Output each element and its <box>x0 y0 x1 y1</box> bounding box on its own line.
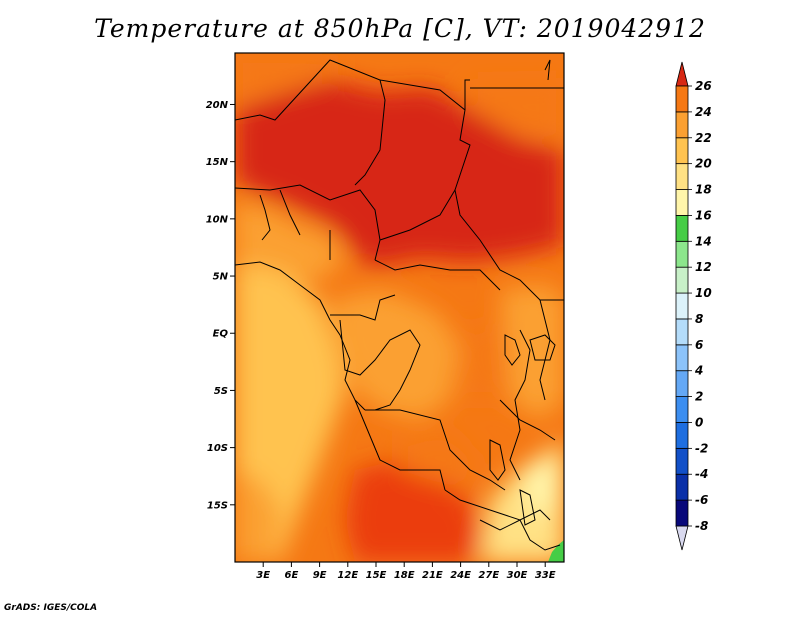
y-tick-label: 5S <box>214 386 228 397</box>
credit-text: GrADS: IGES/COLA <box>4 603 98 613</box>
x-tick-label: 15E <box>366 570 387 581</box>
x-tick-label: 6E <box>285 570 299 581</box>
colorbar-label: 10 <box>695 286 712 300</box>
y-tick-label: 15S <box>207 500 228 511</box>
colorbar-bin <box>675 240 689 268</box>
colorbar-bin <box>675 318 689 346</box>
colorbar-bin <box>675 344 689 372</box>
colorbar-label: 12 <box>695 260 712 274</box>
colorbar-label: 16 <box>695 208 712 222</box>
colorbar-bin <box>675 473 689 501</box>
colorbar-label: 24 <box>695 105 712 119</box>
temperature-field <box>235 55 564 562</box>
x-tick-label: 24E <box>450 570 471 581</box>
x-tick-label: 9E <box>313 570 327 581</box>
colorbar-bin <box>675 499 689 527</box>
colorbar-label: 2 <box>695 390 703 404</box>
x-tick-label: 12E <box>337 570 358 581</box>
x-tick-label: 30E <box>507 570 528 581</box>
x-tick-label: 21E <box>422 570 443 581</box>
colorbar-bin <box>675 396 689 423</box>
colorbar-label: 26 <box>695 79 712 93</box>
colorbar-label: -2 <box>695 441 708 455</box>
x-tick-label: 3E <box>256 570 270 581</box>
colorbar-bin <box>675 163 689 190</box>
x-tick-label: 33E <box>535 570 556 581</box>
colorbar-label: 8 <box>695 312 703 326</box>
colorbar-label: 4 <box>694 364 703 378</box>
colorbar-bin <box>675 85 689 113</box>
colorbar-bin <box>675 137 689 165</box>
map-frame <box>234 52 565 563</box>
colorbar-bin <box>675 370 689 397</box>
colorbar-bin <box>675 292 689 320</box>
x-tick-label: 27E <box>478 570 499 581</box>
y-tick-label: 20N <box>206 100 229 111</box>
borders <box>235 59 564 551</box>
chart-title: Temperature at 850hPa [C], VT: 201904291… <box>94 14 706 43</box>
colorbar-label: 0 <box>695 415 703 429</box>
y-tick-label: 10N <box>206 214 229 225</box>
y-tick-label: 10S <box>207 443 228 454</box>
colorbar-bin <box>675 266 689 294</box>
colorbar-label: -4 <box>695 467 708 481</box>
colorbar-bin <box>675 447 689 475</box>
y-tick-label: 15N <box>206 157 229 168</box>
x-tick-label: 18E <box>394 570 415 581</box>
colorbar-label: 6 <box>695 338 703 352</box>
colorbar-label: -6 <box>695 493 708 507</box>
colorbar-max-triangle <box>675 61 689 87</box>
y-tick-label: 5N <box>213 272 229 283</box>
colorbar-label: 18 <box>695 183 712 197</box>
colorbar-label: 20 <box>695 157 712 171</box>
colorbar-bin <box>675 189 689 216</box>
colorbar-label: 14 <box>695 234 712 248</box>
y-tick-label: EQ <box>213 329 229 340</box>
colorbar-label: 22 <box>695 131 712 145</box>
colorbar-bin <box>675 422 689 449</box>
colorbar-bin <box>675 111 689 139</box>
colorbar-bin <box>675 215 689 242</box>
colorbar-label: -8 <box>695 519 708 533</box>
colorbar-min-triangle <box>675 525 689 551</box>
